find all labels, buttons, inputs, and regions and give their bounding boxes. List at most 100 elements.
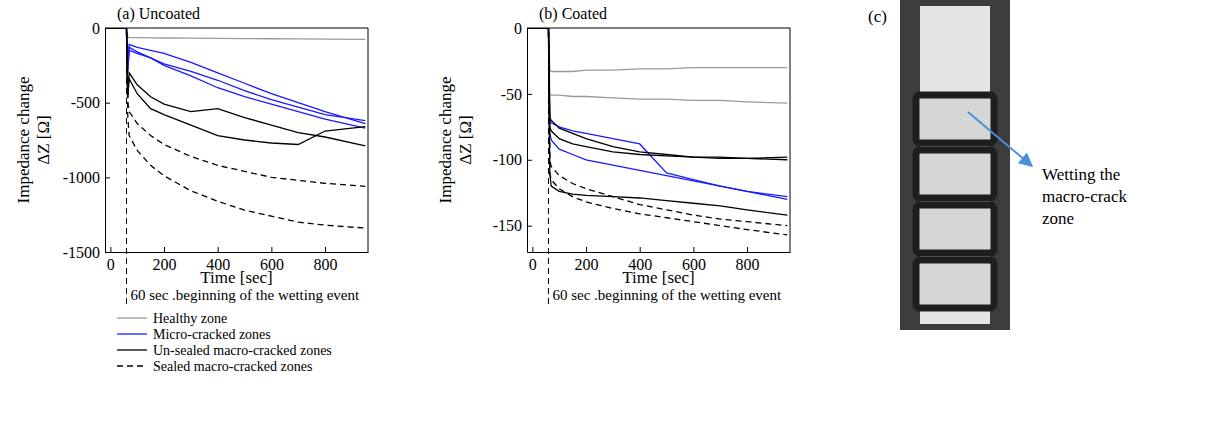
frame-line [368,28,369,252]
tick-label: 0 [529,256,537,273]
arrow [968,112,1032,166]
series-line [110,28,365,128]
tick-mark [527,160,532,161]
tick-mark [105,177,110,178]
tick-label: 0 [92,20,100,37]
legend-label: Healthy zone [153,311,227,326]
tick-mark [110,247,111,252]
tick: 200 [575,247,599,273]
tick-label: -1500 [63,244,100,261]
axis-line [527,29,528,253]
photo-panel: (c)Wetting themacro-crackzone [868,0,1127,330]
series-line [532,28,787,235]
tick-mark [527,226,532,227]
y-axis-title: ΔZ [Ω] [34,115,53,165]
tick-label: -500 [71,94,100,111]
wetting-start-line [126,28,127,304]
legend-swatch [117,333,147,334]
tick-mark [527,94,532,95]
x-axis-title: Time [sec] [622,268,695,287]
tick: 200 [153,247,177,273]
series-line [110,28,365,146]
y-axis-title: Impedance change [436,77,455,204]
y-axis-title: Impedance change [14,77,33,204]
legend: Healthy zoneMicro-cracked zonesUn-sealed… [117,311,332,374]
tick: -500 [71,94,110,111]
tick-label: -100 [493,151,522,168]
series-line [532,28,787,160]
series-line [532,28,787,103]
series-line [532,28,787,158]
tick-mark [693,247,694,252]
legend-label: Micro-cracked zones [153,327,271,342]
series-line [110,28,365,228]
annotation: 60 sec .beginning of the wetting event [130,287,360,303]
series-line [532,28,787,197]
y-axis: -150 -100 -50 0 [493,20,532,253]
photo-annotation: zone [1042,209,1074,228]
series-line [532,28,787,71]
panel-label: (c) [868,7,887,26]
axis-line [106,252,369,253]
tick-mark [640,247,641,252]
tick-label: -50 [501,86,522,103]
tick-mark [586,247,587,252]
tick-mark [271,247,272,252]
tick-label: -150 [493,217,522,234]
panel: 0200400600800-1500-1000-500060 sec .begi… [14,5,369,304]
tick-label: 0 [514,20,522,37]
tick-mark [218,247,219,252]
tick-label: 200 [153,256,177,273]
tick-label: 800 [736,256,760,273]
axis-line [105,29,106,253]
series-line [532,28,787,215]
legend-swatch [117,317,147,318]
frame-line [527,28,790,29]
sponge [916,95,994,143]
annotation: 60 sec .beginning of the wetting event [552,287,782,303]
tick: -100 [493,151,532,168]
axis-line [528,252,791,253]
tick-mark [164,247,165,252]
series-line [532,28,787,199]
chart-title: (b) Coated [539,5,607,23]
figure: 0200400600800-1500-1000-500060 sec .begi… [0,0,1220,428]
sponge [916,260,994,308]
wetting-start-line [548,28,549,304]
frame-line [105,28,368,29]
plot-area [110,28,365,228]
tick-mark [747,247,748,252]
y-axis-title: ΔZ [Ω] [456,115,475,165]
tick-label: -1000 [63,169,100,186]
tick: 0 [529,247,537,273]
tick: -150 [493,217,532,234]
tick-label: 800 [314,256,338,273]
tick: 800 [736,247,760,273]
sponge [916,205,994,253]
sponge [916,150,994,198]
tick: 0 [107,247,115,273]
tick-label: 0 [107,256,115,273]
series-line [110,28,365,39]
legend-swatch [117,349,147,350]
legend-label: Un-sealed macro-cracked zones [153,343,332,358]
frame-line [790,28,791,252]
x-axis-title: Time [sec] [200,268,273,287]
photo-annotation: macro-crack [1042,187,1127,206]
series-line [110,28,365,124]
tick-label: 200 [575,256,599,273]
panel: 0200400600800-150-100-50060 sec .beginni… [436,5,791,304]
legend-label: Sealed macro-cracked zones [153,359,312,374]
y-axis: -1500 -1000 -500 0 [63,20,110,261]
tick: -1500 [63,244,110,261]
tick-mark [105,252,110,253]
legend-swatch [117,365,147,366]
series-line [110,28,365,144]
tick: -1000 [63,169,110,186]
plot-area [532,28,787,235]
tick: 800 [314,247,338,273]
chart-title: (a) Uncoated [117,5,200,23]
tick-mark [325,247,326,252]
tick: -50 [501,86,532,103]
photo-background [900,0,1010,330]
